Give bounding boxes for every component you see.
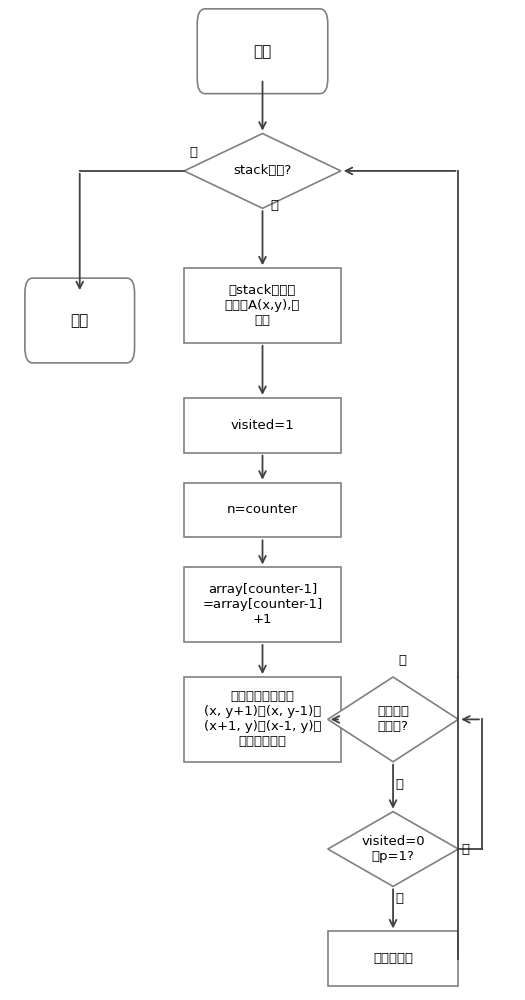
- Polygon shape: [328, 677, 458, 762]
- Text: 否: 否: [396, 778, 404, 791]
- Text: visited=0
且p=1?: visited=0 且p=1?: [361, 835, 425, 863]
- FancyBboxPatch shape: [184, 483, 341, 537]
- Text: 将该点入栈: 将该点入栈: [373, 952, 413, 965]
- Text: array[counter-1]
=array[counter-1]
+1: array[counter-1] =array[counter-1] +1: [202, 583, 323, 626]
- FancyBboxPatch shape: [184, 677, 341, 762]
- FancyBboxPatch shape: [25, 278, 134, 363]
- Text: 开始: 开始: [254, 44, 271, 59]
- Polygon shape: [328, 812, 458, 886]
- Text: 否: 否: [270, 199, 278, 212]
- FancyBboxPatch shape: [184, 398, 341, 453]
- Polygon shape: [184, 134, 341, 208]
- Text: 四个点均
已判断?: 四个点均 已判断?: [377, 705, 409, 733]
- Text: visited=1: visited=1: [230, 419, 295, 432]
- Text: 是: 是: [396, 892, 404, 905]
- Text: stack为空?: stack为空?: [234, 164, 291, 177]
- Text: 否: 否: [461, 843, 469, 856]
- Text: n=counter: n=counter: [227, 503, 298, 516]
- FancyBboxPatch shape: [184, 268, 341, 343]
- FancyBboxPatch shape: [328, 931, 458, 986]
- FancyBboxPatch shape: [184, 567, 341, 642]
- Text: 得到四个相邻的点
(x, y+1)、(x, y-1)、
(x+1, y)、(x-1, y)、
依次进行判断: 得到四个相邻的点 (x, y+1)、(x, y-1)、 (x+1, y)、(x-…: [204, 690, 321, 748]
- Text: 是: 是: [398, 654, 406, 667]
- Text: 从stack中取出
一个点A(x,y),即
出栈: 从stack中取出 一个点A(x,y),即 出栈: [225, 284, 300, 327]
- FancyBboxPatch shape: [197, 9, 328, 94]
- Text: 是: 是: [190, 146, 197, 159]
- Text: 结束: 结束: [70, 313, 89, 328]
